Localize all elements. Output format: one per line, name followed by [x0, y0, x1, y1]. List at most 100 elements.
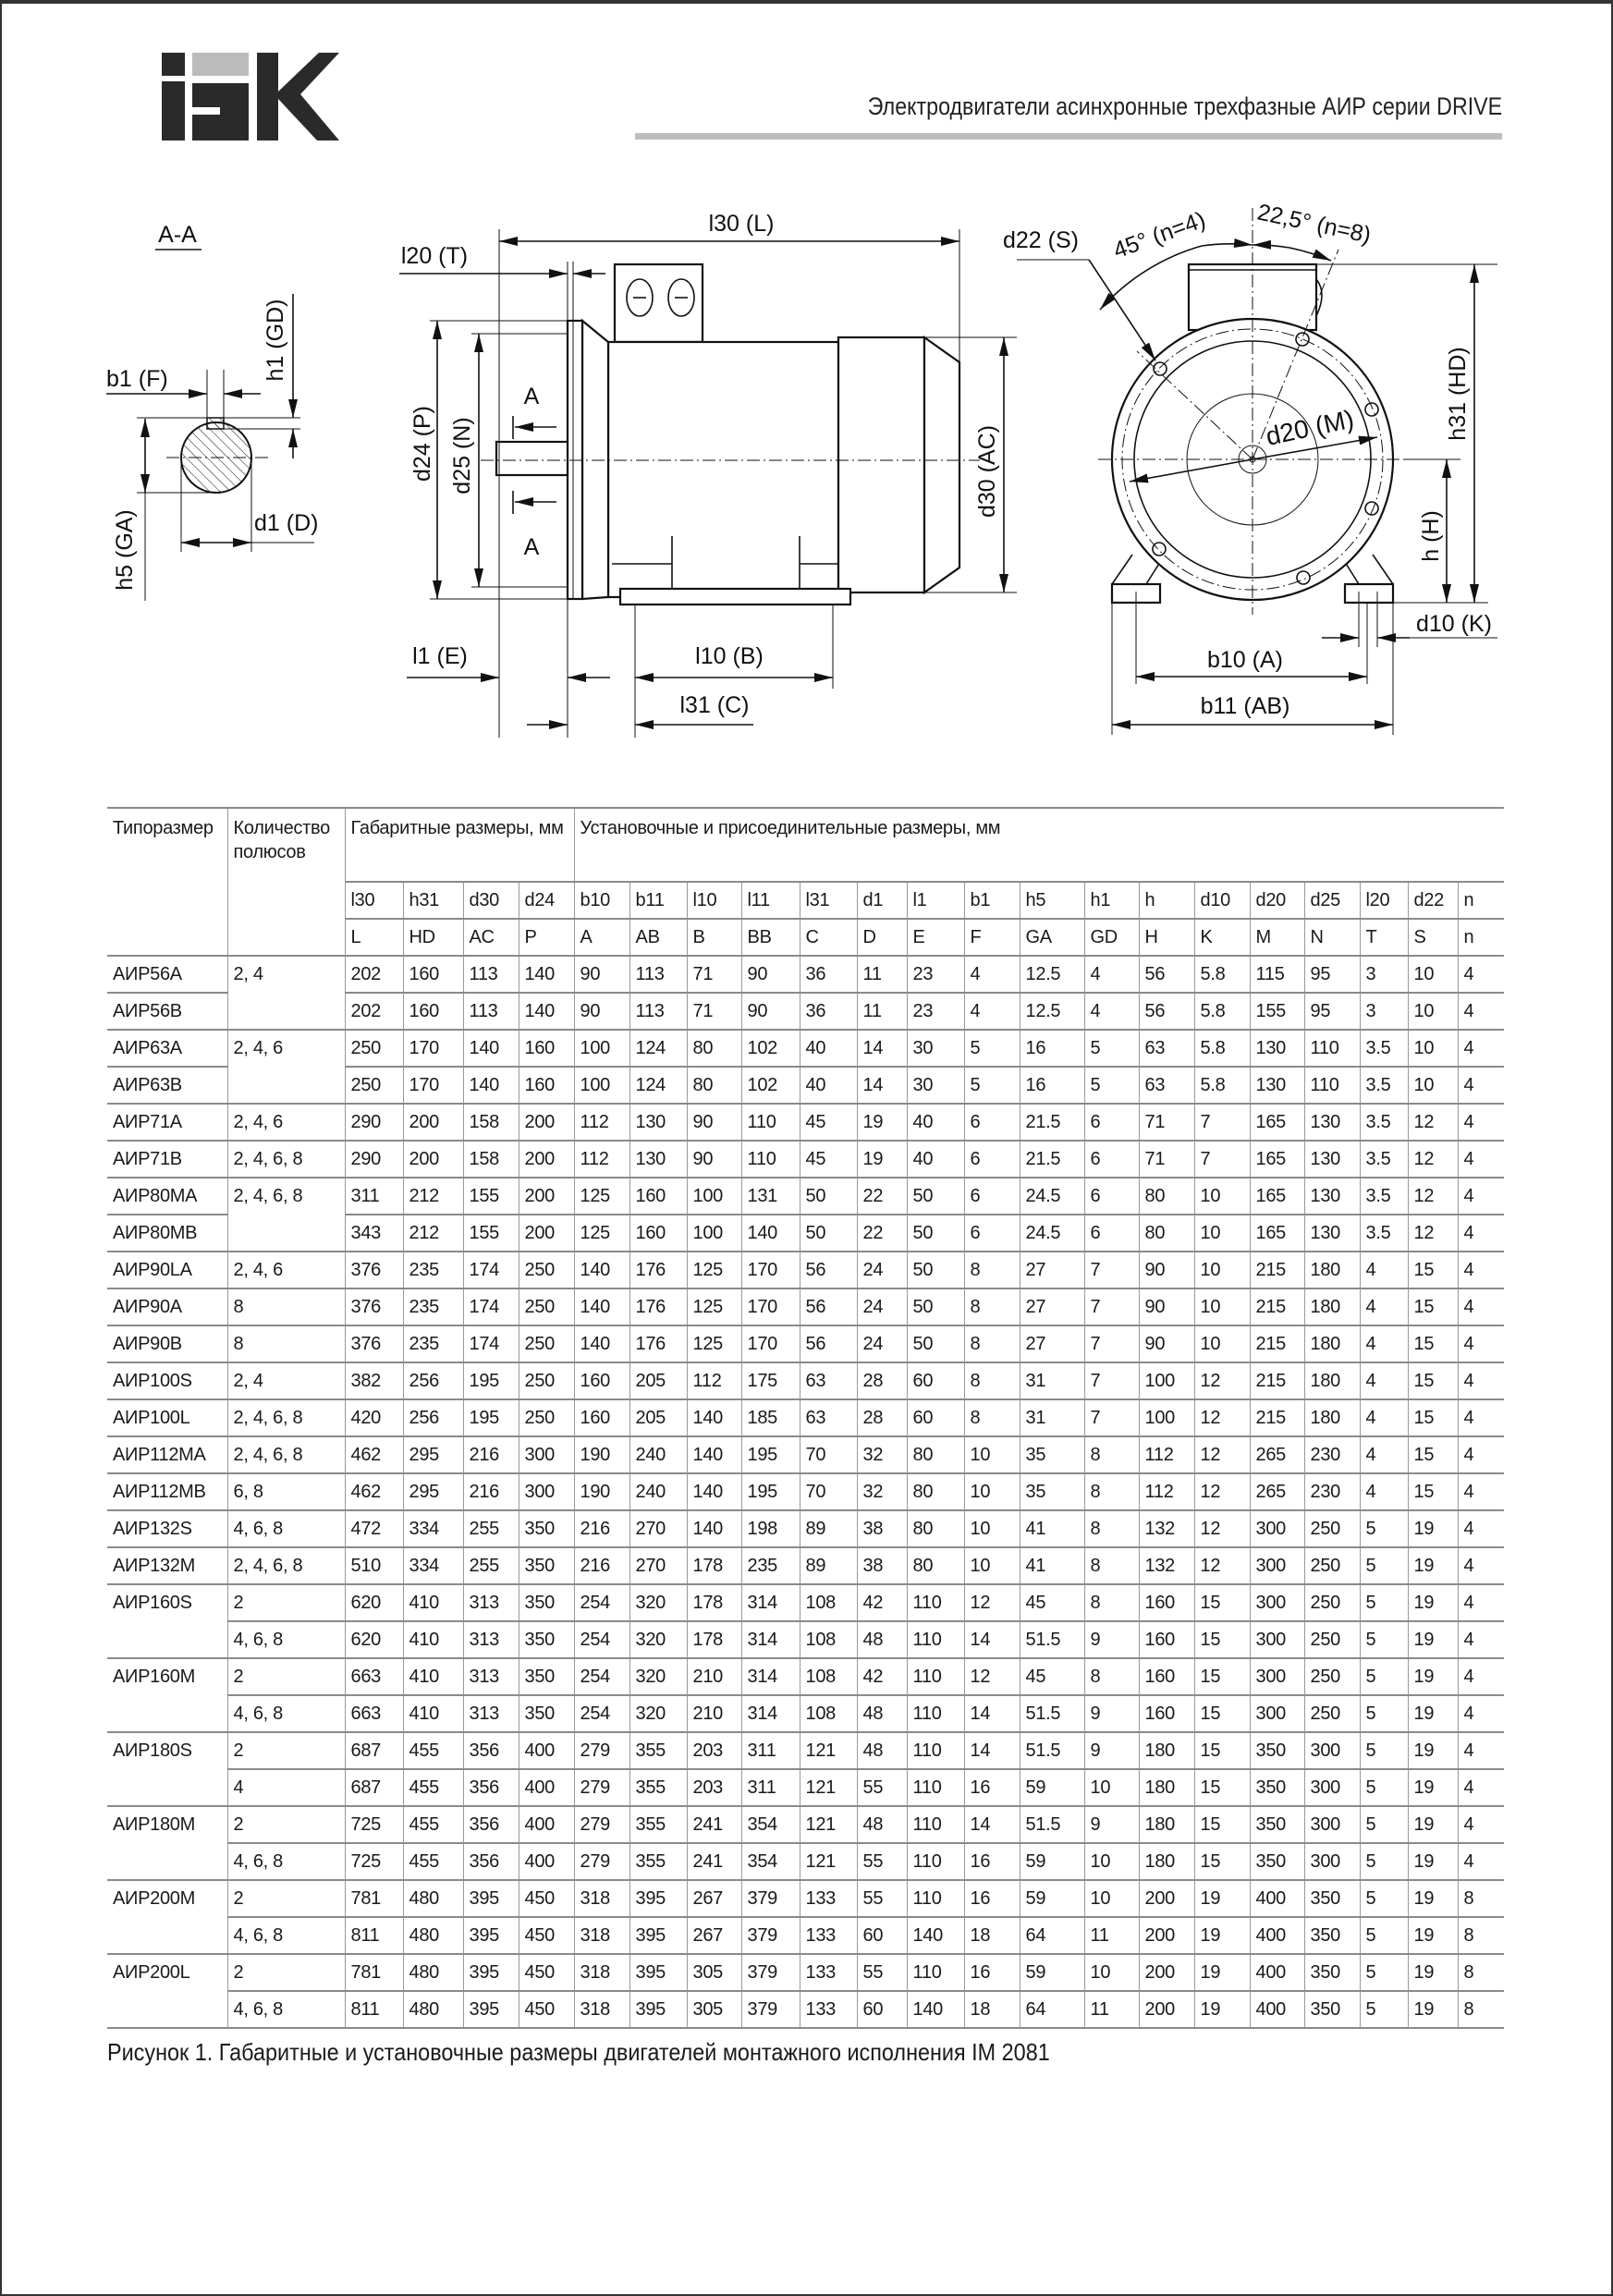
table-row: АИР180М 2 725 455 356 400 279 355 241 354 121 48 110…: [107, 1805, 1505, 1843]
value-cell: 24.5: [1019, 1214, 1085, 1252]
value-cell: 14: [963, 1620, 1020, 1658]
value-cell: 311: [344, 1177, 403, 1215]
value-cell: 174: [462, 1325, 519, 1362]
label-d1: d1 (D): [254, 510, 318, 536]
value-cell: 80: [906, 1435, 965, 1473]
value-cell: 160: [629, 1177, 688, 1215]
value-cell: 4: [963, 992, 1020, 1030]
value-cell: 140: [573, 1325, 630, 1362]
value-cell: 663: [344, 1657, 403, 1695]
value-cell: 113: [462, 955, 519, 993]
value-cell: 313: [462, 1620, 519, 1658]
value-cell: 19: [1407, 1953, 1459, 1991]
value-cell: 125: [686, 1325, 742, 1362]
value-cell: 48: [856, 1731, 908, 1769]
value-cell: 64: [1019, 1916, 1085, 1954]
value-cell: 50: [799, 1177, 858, 1215]
value-cell: 130: [629, 1140, 688, 1178]
value-cell: 10: [1407, 1029, 1459, 1067]
value-cell: 250: [1303, 1546, 1361, 1584]
value-cell: 356: [462, 1731, 519, 1769]
value-cell: 462: [344, 1435, 403, 1473]
poles-cell: 2, 4, 6, 8: [226, 1398, 345, 1436]
value-cell: 14: [856, 1029, 908, 1067]
value-cell: 59: [1019, 1879, 1085, 1917]
value-cell: 4: [1457, 1694, 1505, 1732]
value-cell: 354: [740, 1805, 800, 1843]
value-cell: 22: [856, 1214, 908, 1252]
value-cell: 313: [462, 1583, 519, 1621]
column-code: d20: [1249, 881, 1305, 919]
value-cell: 811: [344, 1916, 403, 1954]
poles-cell: 8: [226, 1325, 345, 1362]
value-cell: 12: [1407, 1140, 1459, 1178]
value-cell: 12: [1193, 1472, 1251, 1510]
value-cell: 295: [402, 1435, 463, 1473]
table-code-row: l30 h31 d30 d24 b10 b11 l10 l11 l31 d1 l1 b1 h5 h1 h d1…: [107, 881, 1505, 919]
value-cell: 100: [1138, 1398, 1195, 1436]
value-cell: 178: [686, 1620, 742, 1658]
value-cell: 80: [1138, 1177, 1195, 1215]
label-d24: d24 (P): [409, 406, 435, 482]
value-cell: 70: [799, 1435, 858, 1473]
value-cell: 59: [1019, 1953, 1085, 1991]
value-cell: 30: [906, 1029, 965, 1067]
table-row: АИР180S 2 687 455 356 400 279 355 203 311 121 48 110…: [107, 1731, 1505, 1769]
value-cell: 11: [856, 955, 908, 993]
value-cell: 71: [1138, 1103, 1195, 1141]
value-cell: 113: [629, 992, 688, 1030]
value-cell: 6: [963, 1103, 1020, 1141]
value-cell: 4: [1457, 1768, 1505, 1806]
value-cell: 21.5: [1019, 1103, 1085, 1141]
value-cell: 19: [1193, 1953, 1251, 1991]
value-cell: 140: [686, 1509, 742, 1547]
value-cell: 15: [1407, 1362, 1459, 1399]
value-cell: 250: [1303, 1583, 1361, 1621]
poles-cell: 2: [226, 1583, 345, 1621]
value-cell: 350: [1249, 1731, 1305, 1769]
value-cell: 5.8: [1193, 1029, 1251, 1067]
value-cell: 38: [856, 1509, 908, 1547]
column-code: N: [1303, 918, 1361, 956]
value-cell: 12: [1193, 1362, 1251, 1399]
table-row: 4 687 455 356 400 279 355 203 311 121 55 110 16 59 10 1…: [107, 1768, 1505, 1806]
value-cell: 7: [1083, 1251, 1140, 1288]
value-cell: 4: [1457, 1103, 1505, 1141]
value-cell: 115: [1249, 955, 1305, 993]
value-cell: 22: [856, 1177, 908, 1215]
value-cell: 455: [402, 1842, 463, 1880]
value-cell: 350: [518, 1546, 575, 1584]
value-cell: 3.5: [1359, 1066, 1409, 1104]
value-cell: 350: [518, 1620, 575, 1658]
table-row: АИР63В 250 170 140 160 100 124 80 102 40 14 30 5 16 5 6…: [107, 1066, 1505, 1104]
label-h1: h1 (GD): [263, 299, 288, 382]
value-cell: 131: [740, 1177, 800, 1215]
value-cell: 4: [1457, 1398, 1505, 1436]
value-cell: 71: [686, 955, 742, 993]
value-cell: 5: [963, 1066, 1020, 1104]
value-cell: 110: [906, 1768, 965, 1806]
value-cell: 60: [856, 1916, 908, 1954]
value-cell: 203: [686, 1731, 742, 1769]
value-cell: 320: [629, 1620, 688, 1658]
value-cell: 450: [518, 1990, 575, 2029]
value-cell: 165: [1249, 1103, 1305, 1141]
value-cell: 4: [1457, 1177, 1505, 1215]
value-cell: 455: [402, 1768, 463, 1806]
value-cell: 5: [1359, 1694, 1409, 1732]
value-cell: 160: [402, 992, 463, 1030]
value-cell: 63: [799, 1398, 858, 1436]
value-cell: 311: [740, 1731, 800, 1769]
value-cell: 450: [518, 1953, 575, 1991]
value-cell: 376: [344, 1288, 403, 1325]
value-cell: 160: [1138, 1620, 1195, 1658]
poles-cell: 8: [226, 1288, 345, 1325]
motor-type-cell: АИР90А: [107, 1288, 227, 1325]
value-cell: 19: [856, 1103, 908, 1141]
value-cell: 8: [963, 1362, 1020, 1399]
motor-type-cell: АИР63А: [107, 1029, 227, 1067]
value-cell: 19: [856, 1140, 908, 1178]
value-cell: 250: [1303, 1694, 1361, 1732]
value-cell: 215: [1249, 1288, 1305, 1325]
